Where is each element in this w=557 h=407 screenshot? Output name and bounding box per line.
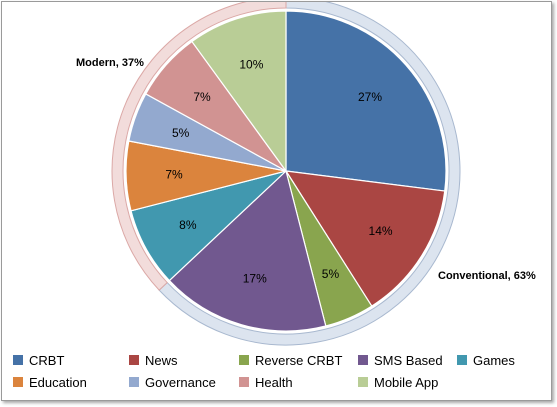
legend-swatch-news xyxy=(129,355,139,365)
group-ring-layer xyxy=(111,2,461,346)
pie-slice-mobile-app xyxy=(191,10,287,173)
legend-label-reverse-crbt: Reverse CRBT xyxy=(255,353,342,368)
chart-frame: 27% 14% 5% 17% 8% 7% 5% 7% 10% Conventional, 63%… xyxy=(1,1,552,401)
slice-label-news: 14% xyxy=(369,224,393,238)
legend-label-governance: Governance xyxy=(145,375,216,390)
legend-label-sms-based: SMS Based xyxy=(374,353,443,368)
pie-chart: 27% 14% 5% 17% 8% 7% 5% 7% 10% Conventional, 63%… xyxy=(13,2,536,390)
legend-swatch-governance xyxy=(129,377,139,387)
group-label-modern: Modern, 37% xyxy=(76,57,144,69)
legend-swatch-reverse-crbt xyxy=(239,355,249,365)
slice-label-sms-based: 17% xyxy=(243,272,267,286)
group-ring-modern xyxy=(111,2,287,291)
slice-label-education: 7% xyxy=(165,168,183,182)
legend-label-crbt: CRBT xyxy=(29,353,64,368)
slice-label-health: 7% xyxy=(193,90,211,104)
pie-slice-sms-based xyxy=(168,169,327,332)
legend-swatch-education xyxy=(13,377,23,387)
pie-slice-news xyxy=(284,170,446,307)
group-label-layer: Conventional, 63% Modern, 37% xyxy=(76,57,536,282)
slice-layer xyxy=(125,10,447,332)
slice-label-reverse-crbt: 5% xyxy=(322,267,340,281)
legend-label-games: Games xyxy=(473,353,515,368)
slice-label-mobile-app: 10% xyxy=(239,57,263,71)
legend-swatch-health xyxy=(239,377,249,387)
legend-label-news: News xyxy=(145,353,178,368)
group-label-conventional: Conventional, 63% xyxy=(438,270,536,282)
pie-slice-crbt xyxy=(285,10,447,192)
slice-label-layer: 27% 14% 5% 17% 8% 7% 5% 7% 10% xyxy=(165,57,393,285)
legend-swatch-mobile-app xyxy=(358,377,368,387)
legend-label-health: Health xyxy=(255,375,293,390)
legend-swatch-games xyxy=(457,355,467,365)
legend-swatch-crbt xyxy=(13,355,23,365)
slice-label-games: 8% xyxy=(179,218,197,232)
legend-label-education: Education xyxy=(29,375,87,390)
slice-label-governance: 5% xyxy=(172,126,190,140)
legend-swatch-sms-based xyxy=(358,355,368,365)
slice-label-crbt: 27% xyxy=(358,90,382,104)
legend: CRBT News Reverse CRBT SMS Based Games Educat… xyxy=(13,353,515,390)
legend-label-mobile-app: Mobile App xyxy=(374,375,438,390)
